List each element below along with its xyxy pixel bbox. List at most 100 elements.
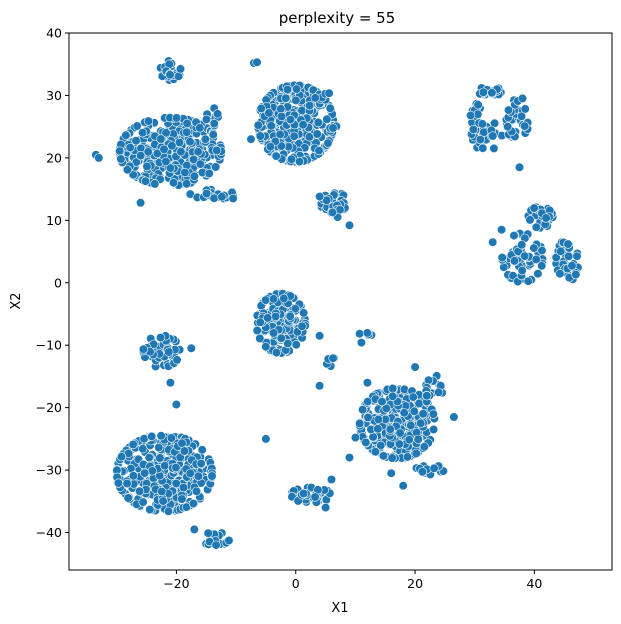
- scatter-point: [449, 412, 459, 422]
- scatter-point: [282, 84, 293, 95]
- scatter-point: [182, 127, 192, 137]
- scatter-point: [113, 478, 123, 488]
- scatter-point: [315, 192, 325, 202]
- scatter-point: [265, 142, 276, 152]
- scatter-point: [178, 482, 189, 493]
- scatter-point: [165, 70, 175, 80]
- scatter-point: [131, 136, 141, 146]
- scatter-point: [271, 348, 282, 358]
- scatter-point: [255, 131, 265, 141]
- scatter-point: [143, 147, 153, 157]
- scatter-point: [304, 132, 315, 142]
- scatter-point: [142, 161, 152, 172]
- scatter-point: [159, 144, 169, 154]
- scatter-point: [155, 453, 165, 463]
- scatter-point: [312, 129, 322, 139]
- scatter-point: [409, 406, 419, 416]
- scatter-point: [509, 256, 520, 266]
- scatter-point: [115, 146, 125, 156]
- scatter-point: [489, 143, 499, 153]
- scatter-point: [376, 440, 386, 451]
- scatter-point: [289, 131, 299, 141]
- x-axis-label: X1: [331, 601, 348, 616]
- scatter-point: [477, 119, 488, 129]
- scatter-point: [299, 488, 309, 499]
- scatter-point: [176, 147, 186, 157]
- scatter-point: [136, 198, 146, 208]
- scatter-point: [387, 453, 397, 463]
- scatter-point: [533, 269, 543, 279]
- scatter-point: [211, 540, 221, 550]
- scatter-point: [488, 131, 498, 141]
- scatter-point: [116, 154, 126, 164]
- scatter-point: [362, 328, 373, 338]
- scatter-point: [191, 486, 202, 496]
- scatter-point: [165, 163, 175, 173]
- scatter-point: [473, 100, 483, 110]
- scatter-point: [291, 95, 301, 105]
- scatter-point: [125, 143, 135, 153]
- scatter-point: [361, 437, 371, 448]
- scatter-point: [171, 463, 181, 473]
- y-axis: −40 −30 −20 −10 0 10 20 30 40: [36, 26, 69, 540]
- scatter-point: [305, 100, 315, 111]
- scatter-point: [350, 433, 361, 443]
- scatter-point: [209, 118, 219, 129]
- scatter-point: [269, 328, 279, 338]
- scatter-point: [497, 225, 507, 235]
- scatter-point: [160, 461, 170, 471]
- scatter-point: [263, 313, 273, 323]
- scatter-point: [197, 445, 207, 455]
- scatter-points: [91, 56, 583, 550]
- scatter-point: [487, 88, 497, 98]
- scatter-point: [166, 433, 176, 443]
- scatter-point: [140, 468, 150, 478]
- scatter-point: [324, 88, 334, 98]
- scatter-point: [373, 424, 383, 434]
- scatter-point: [276, 333, 286, 343]
- scatter-point: [164, 347, 174, 357]
- scatter-point: [128, 439, 138, 450]
- scatter-point: [177, 494, 187, 504]
- scatter-point: [517, 240, 527, 250]
- scatter-point: [172, 113, 182, 123]
- scatter-point: [556, 246, 566, 256]
- scatter-point: [478, 143, 488, 153]
- scatter-point: [217, 192, 227, 202]
- scatter-point: [399, 384, 410, 395]
- scatter-point: [228, 193, 238, 204]
- scatter-point: [406, 420, 416, 431]
- chart-title: perplexity = 55: [279, 9, 396, 27]
- scatter-point: [322, 195, 332, 205]
- scatter-point: [517, 266, 527, 276]
- scatter-point: [165, 378, 175, 388]
- scatter-point: [188, 499, 198, 509]
- scatter-point: [203, 528, 213, 538]
- scatter-point: [551, 252, 561, 263]
- scatter-point: [195, 123, 205, 133]
- scatter-point: [140, 176, 151, 186]
- plot-frame: [68, 32, 613, 571]
- scatter-point: [193, 147, 203, 157]
- y-tick-label: −20: [36, 400, 62, 415]
- scatter-point: [422, 391, 432, 401]
- scatter-point: [246, 134, 256, 144]
- scatter-point: [279, 293, 289, 304]
- scatter-point: [531, 222, 541, 232]
- scatter-point: [138, 128, 148, 138]
- scatter-point: [503, 105, 514, 115]
- scatter-point: [466, 110, 476, 120]
- scatter-point: [328, 353, 338, 363]
- scatter-point: [182, 118, 192, 128]
- scatter-point: [138, 344, 148, 354]
- scatter-point: [297, 321, 307, 331]
- scatter-point: [395, 428, 405, 438]
- scatter-point: [145, 505, 155, 515]
- y-tick-label: −40: [36, 525, 62, 540]
- scatter-point: [152, 148, 162, 158]
- x-tick-label: 0: [292, 576, 300, 591]
- scatter-point: [394, 439, 405, 449]
- scatter-point: [147, 431, 157, 442]
- y-tick-label: 20: [46, 150, 62, 165]
- scatter-point: [224, 535, 234, 546]
